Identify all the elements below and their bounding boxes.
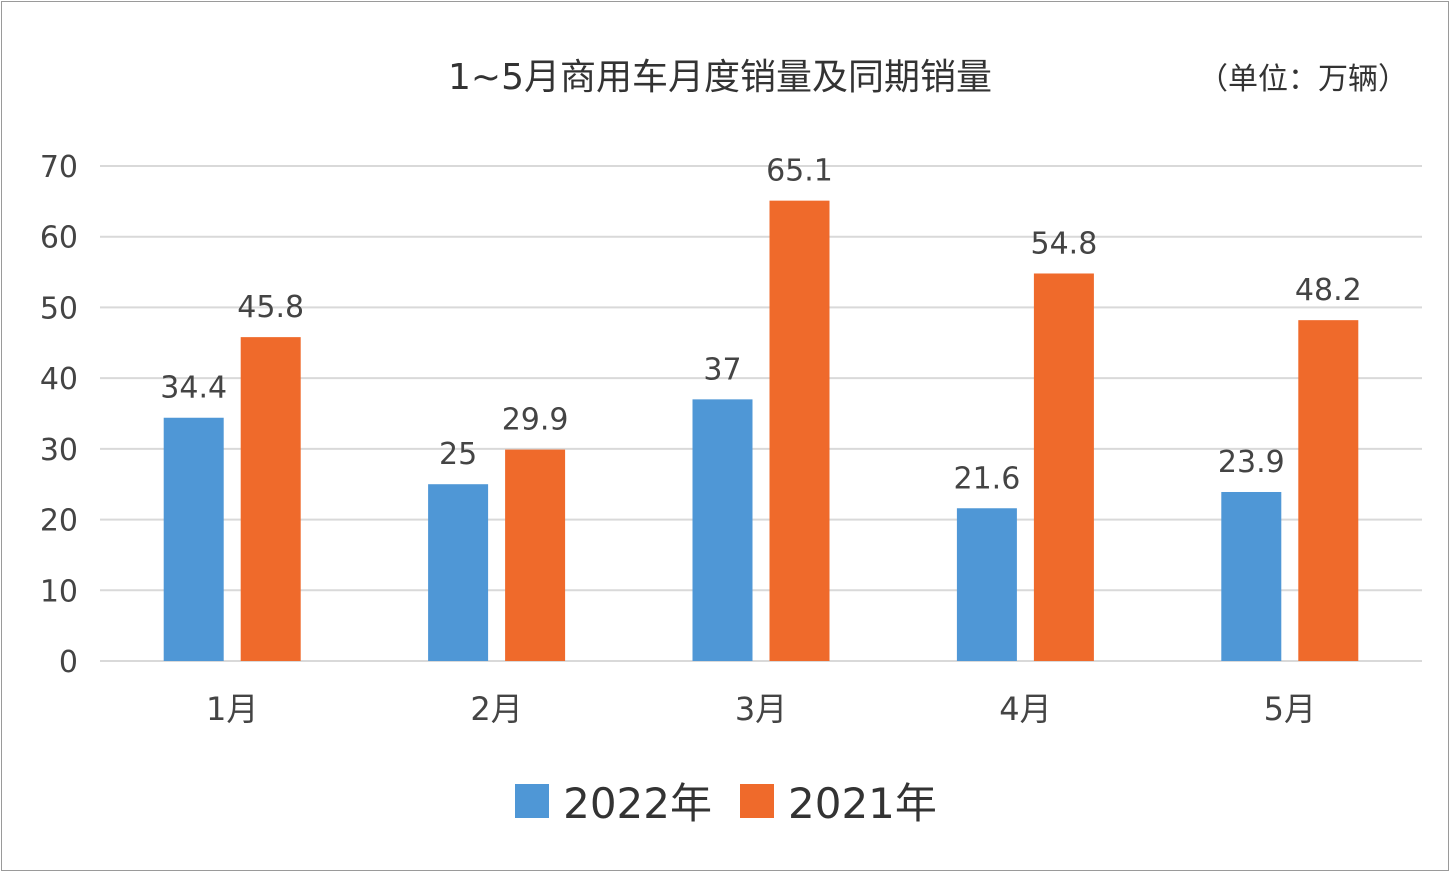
y-tick-label: 70 bbox=[40, 150, 78, 185]
legend-item-2021: 2021年 bbox=[740, 770, 937, 831]
y-tick-label: 40 bbox=[40, 362, 78, 397]
legend-swatch-2022 bbox=[515, 783, 550, 818]
bar-2022 bbox=[163, 417, 224, 661]
data-label: 37 bbox=[703, 352, 741, 387]
bar-2022 bbox=[692, 399, 753, 661]
data-label: 54.8 bbox=[1031, 226, 1098, 261]
y-tick-label: 50 bbox=[40, 291, 78, 326]
data-label: 45.8 bbox=[237, 290, 304, 325]
data-label: 29.9 bbox=[502, 403, 569, 438]
data-label: 21.6 bbox=[954, 461, 1021, 496]
bar-2021 bbox=[1033, 273, 1094, 661]
bar-2021 bbox=[505, 449, 566, 661]
y-tick-label: 30 bbox=[40, 433, 78, 468]
data-label: 65.1 bbox=[766, 154, 833, 189]
bar-2021 bbox=[240, 337, 301, 661]
bar-2022 bbox=[1221, 491, 1282, 661]
bar-2022 bbox=[956, 508, 1017, 661]
legend-swatch-2021 bbox=[740, 783, 774, 818]
data-label: 25 bbox=[439, 437, 477, 472]
data-label: 23.9 bbox=[1218, 445, 1285, 480]
data-label: 48.2 bbox=[1295, 273, 1362, 308]
legend-item-2022: 2022年 bbox=[515, 770, 712, 831]
y-tick-label: 60 bbox=[40, 221, 78, 256]
x-tick-label: 3月 bbox=[735, 690, 787, 728]
legend: 2022年 2021年 bbox=[0, 770, 1452, 831]
data-label: 34.4 bbox=[160, 371, 227, 406]
y-tick-label: 10 bbox=[40, 574, 78, 609]
bar-2021 bbox=[769, 200, 830, 661]
bar-2022 bbox=[428, 484, 489, 661]
bar-2021 bbox=[1298, 320, 1359, 661]
x-tick-label: 2月 bbox=[470, 690, 522, 728]
y-tick-label: 20 bbox=[40, 504, 78, 539]
legend-label-2022: 2022年 bbox=[563, 779, 712, 828]
x-tick-label: 5月 bbox=[1264, 690, 1316, 728]
x-tick-label: 4月 bbox=[999, 690, 1051, 728]
chart-title: 1~5月商用车月度销量及同期销量 bbox=[448, 57, 992, 98]
unit-label: （单位：万辆） bbox=[1198, 62, 1408, 97]
y-tick-label: 0 bbox=[59, 645, 78, 680]
legend-label-2021: 2021年 bbox=[788, 779, 937, 828]
x-tick-label: 1月 bbox=[206, 690, 258, 728]
